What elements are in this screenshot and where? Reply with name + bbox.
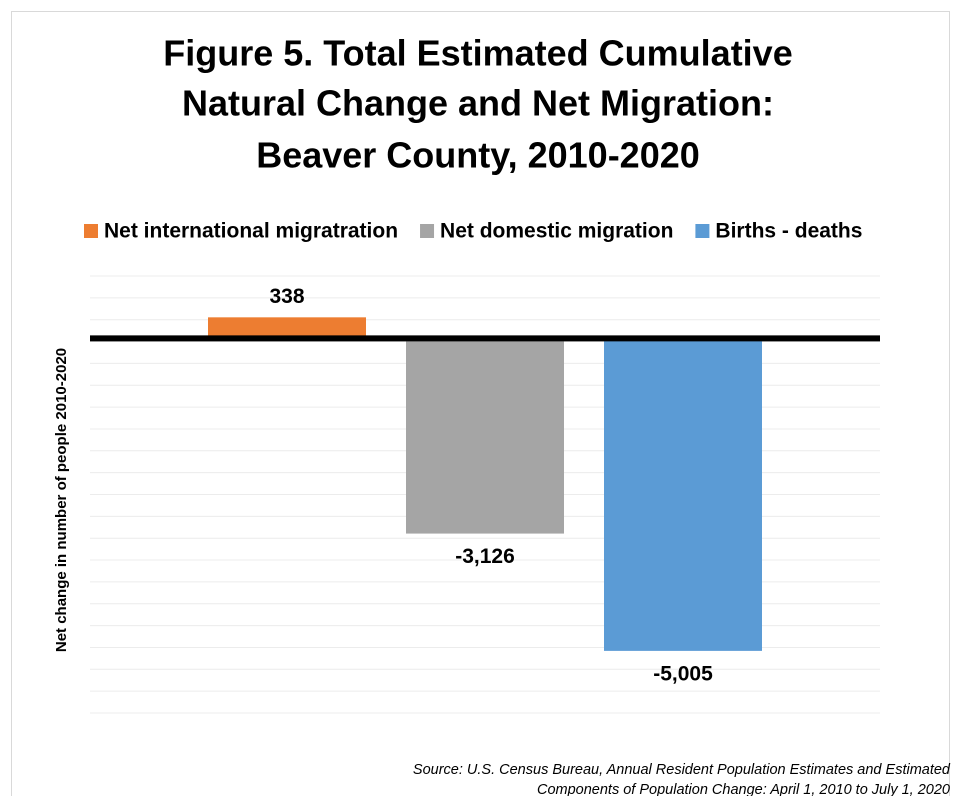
bar: [604, 338, 762, 651]
y-axis-label: Net change in number of people 2010-2020: [53, 348, 70, 652]
legend-swatch: [695, 224, 710, 238]
source-note: Components of Population Change: April 1…: [537, 782, 950, 796]
data-label: -3,126: [455, 545, 515, 568]
legend-swatch: [84, 224, 98, 238]
legend-label: Births - deaths: [715, 220, 862, 243]
chart-title: Beaver County, 2010-2020: [256, 135, 700, 176]
bar: [406, 338, 564, 534]
chart-border: [11, 11, 950, 796]
legend-label: Net international migratration: [104, 220, 398, 243]
data-label: 338: [269, 285, 304, 308]
chart-title: Figure 5. Total Estimated Cumulative: [163, 33, 792, 74]
legend-label: Net domestic migration: [440, 220, 673, 243]
source-note: Source: U.S. Census Bureau, Annual Resid…: [413, 762, 951, 778]
data-label: -5,005: [653, 662, 713, 685]
bar: [208, 317, 366, 339]
legend-swatch: [420, 224, 435, 238]
chart-title: Natural Change and Net Migration:: [182, 83, 774, 124]
